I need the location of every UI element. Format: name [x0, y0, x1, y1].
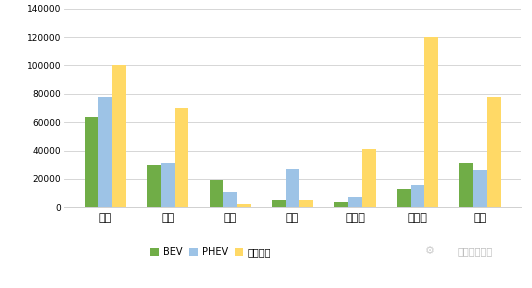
Text: ⚙: ⚙: [425, 246, 435, 256]
Legend: BEV, PHEV, 混合动力: BEV, PHEV, 混合动力: [146, 243, 275, 261]
Bar: [411, 185, 425, 207]
Bar: [335, 202, 348, 207]
Bar: [397, 189, 411, 207]
Bar: [223, 192, 237, 207]
Bar: [272, 200, 286, 207]
Bar: [300, 200, 313, 207]
Bar: [425, 37, 438, 207]
Bar: [174, 108, 188, 207]
Bar: [98, 97, 112, 207]
Text: 汽车电子设计: 汽车电子设计: [458, 246, 493, 256]
Bar: [459, 163, 473, 207]
Bar: [286, 169, 300, 207]
Bar: [362, 149, 376, 207]
Bar: [85, 117, 98, 207]
Bar: [487, 97, 501, 207]
Bar: [112, 65, 126, 207]
Bar: [473, 170, 487, 207]
Bar: [237, 204, 251, 207]
Bar: [161, 163, 174, 207]
Bar: [348, 198, 362, 207]
Bar: [147, 165, 161, 207]
Bar: [210, 180, 223, 207]
